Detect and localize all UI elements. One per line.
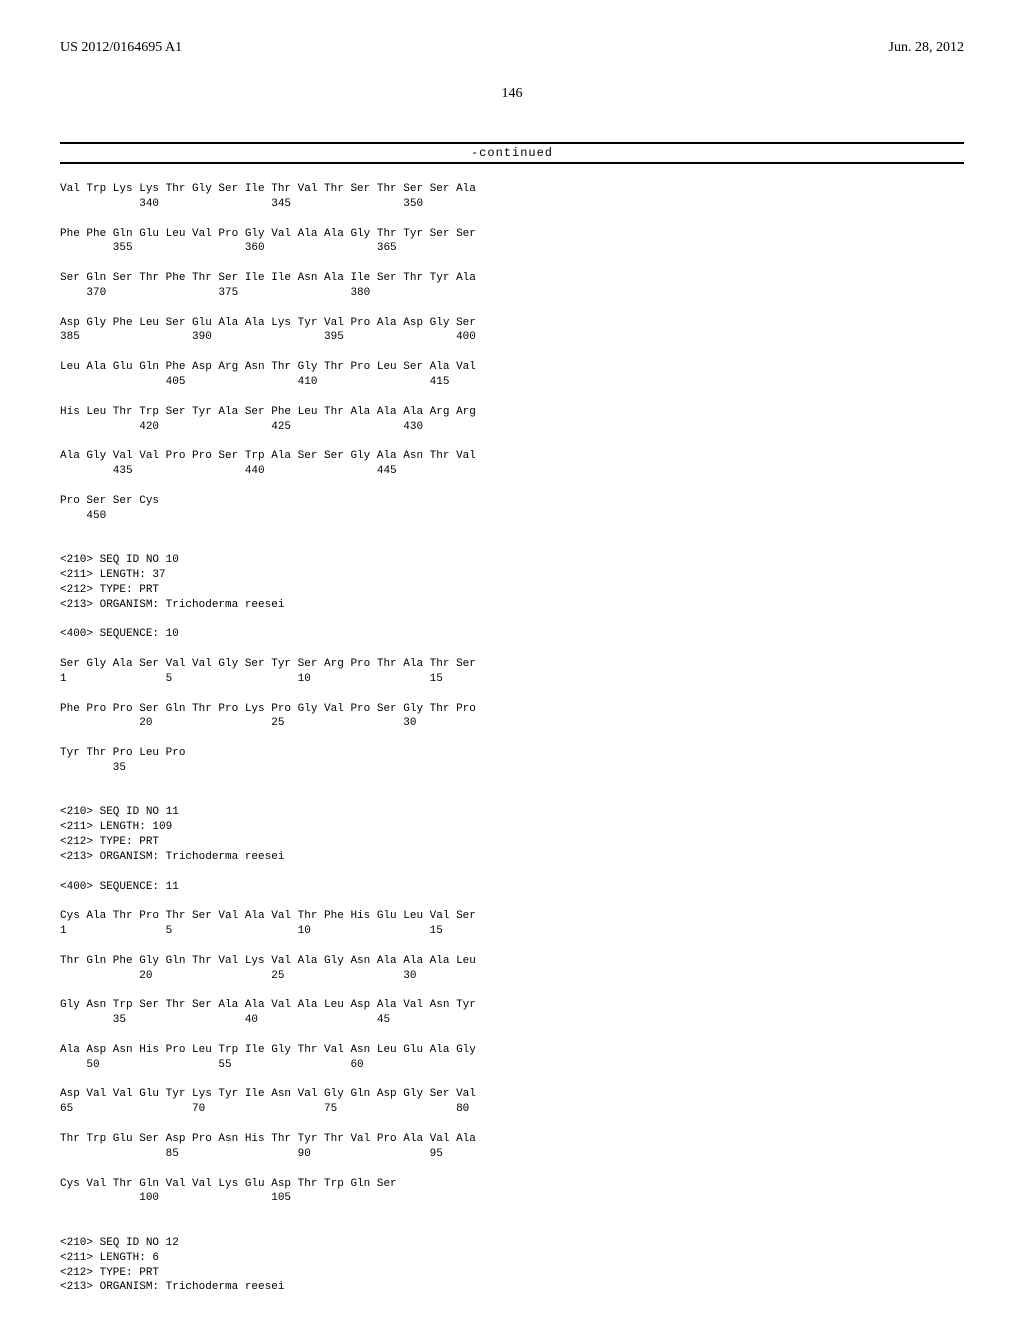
- rule-bottom: [60, 162, 964, 164]
- continued-label: -continued: [60, 146, 964, 160]
- page-number: 146: [60, 86, 964, 102]
- publication-number: US 2012/0164695 A1: [60, 40, 182, 56]
- page-container: US 2012/0164695 A1 Jun. 28, 2012 146 -co…: [0, 0, 1024, 1335]
- publication-date: Jun. 28, 2012: [889, 40, 964, 56]
- sequence-listing: Val Trp Lys Lys Thr Gly Ser Ile Thr Val …: [60, 182, 964, 1295]
- page-header: US 2012/0164695 A1 Jun. 28, 2012: [60, 40, 964, 56]
- rule-top: [60, 142, 964, 144]
- continued-block: -continued: [60, 142, 964, 164]
